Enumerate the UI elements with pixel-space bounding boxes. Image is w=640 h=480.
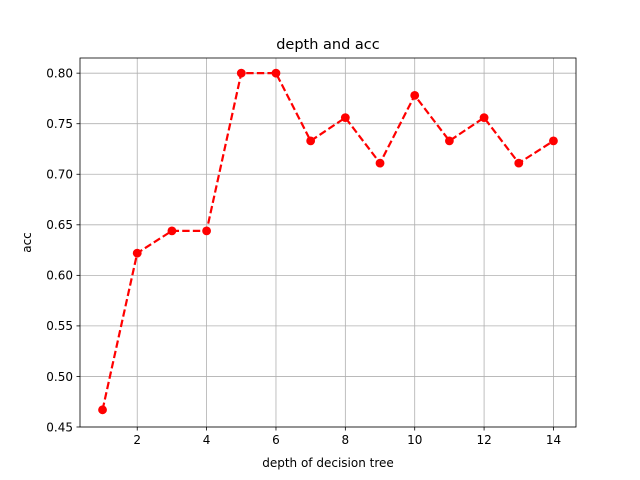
x-axis-ticks: 2 4 6 8 10 12 14 bbox=[133, 427, 561, 447]
data-point bbox=[444, 136, 454, 146]
x-tick-label: 12 bbox=[476, 433, 491, 447]
y-tick-label: 0.75 bbox=[46, 117, 73, 131]
y-tick-label: 0.55 bbox=[46, 319, 73, 333]
data-point bbox=[549, 136, 558, 146]
y-tick-label: 0.65 bbox=[46, 218, 73, 232]
data-point bbox=[306, 136, 316, 146]
x-axis-label: depth of decision tree bbox=[262, 456, 394, 470]
data-point bbox=[514, 158, 524, 168]
plot-frame bbox=[79, 57, 577, 428]
y-axis-label: acc bbox=[20, 232, 34, 253]
data-point bbox=[479, 113, 489, 123]
y-tick-label: 0.70 bbox=[46, 168, 73, 182]
x-tick-label: 4 bbox=[203, 433, 211, 447]
data-point bbox=[340, 113, 350, 123]
data-point bbox=[236, 68, 246, 78]
data-point bbox=[410, 91, 420, 100]
y-tick-label: 0.50 bbox=[46, 370, 73, 384]
data-point bbox=[202, 226, 212, 236]
x-tick-label: 8 bbox=[342, 433, 350, 447]
data-point bbox=[167, 226, 177, 236]
y-axis-ticks: 0.45 0.50 0.55 0.60 0.65 0.70 0.75 0.80 bbox=[46, 66, 80, 434]
chart-title: depth and acc bbox=[276, 37, 380, 53]
y-tick-label: 0.60 bbox=[46, 269, 73, 283]
data-point bbox=[98, 405, 107, 415]
y-tick-label: 0.45 bbox=[46, 420, 73, 434]
data-point bbox=[132, 248, 142, 258]
x-tick-label: 14 bbox=[546, 433, 561, 447]
data-point bbox=[375, 158, 385, 168]
series-group bbox=[98, 68, 558, 415]
x-tick-label: 6 bbox=[272, 433, 280, 447]
series-line bbox=[101, 72, 555, 411]
y-tick-label: 0.80 bbox=[46, 66, 73, 80]
x-tick-label: 10 bbox=[407, 433, 422, 447]
data-point bbox=[271, 68, 281, 78]
x-tick-label: 2 bbox=[133, 433, 141, 447]
